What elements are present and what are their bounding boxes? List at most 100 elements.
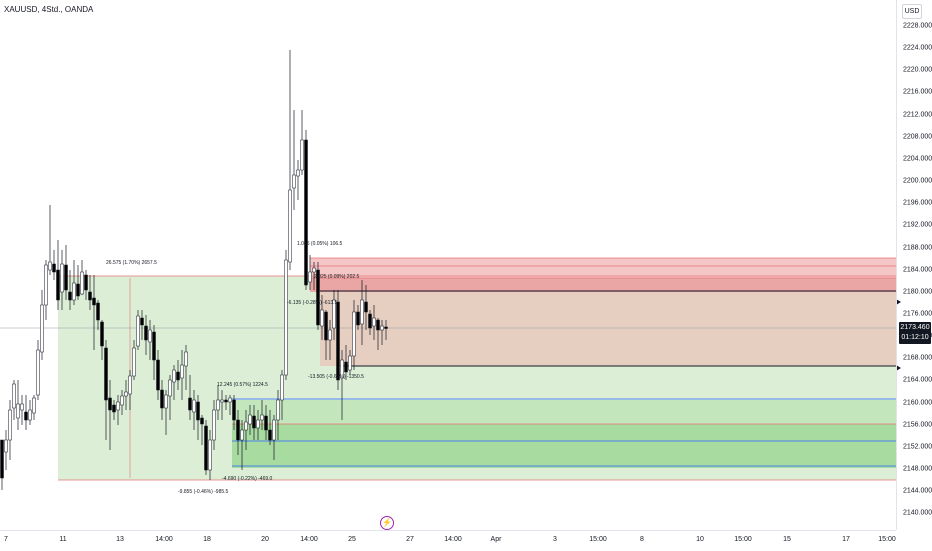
price-tick: 2164.000 (903, 376, 932, 384)
price-tick: 2160.000 (903, 399, 932, 407)
candle-body (136, 315, 140, 347)
candle-body (256, 419, 260, 429)
price-axis[interactable]: 2228.000 2224.000 2220.000 2216.000 2212.000… (896, 0, 932, 530)
symbol-title[interactable]: XAUUSD, 4Std., OANDA (4, 5, 94, 14)
candle-body (64, 264, 68, 291)
price-tick: 2140.000 (903, 509, 932, 517)
time-tick: 10 (696, 536, 704, 543)
candle-body (128, 375, 132, 395)
time-tick: 7 (4, 536, 8, 543)
candle-body (56, 269, 60, 301)
candle-body (272, 419, 276, 441)
candle-body (364, 301, 368, 313)
currency-selector[interactable]: USD (902, 4, 922, 19)
candle-body (384, 326, 388, 329)
candle-body (252, 415, 256, 429)
annotation-top-a: 1.065 (0.05%) 106.5 (297, 241, 343, 247)
candle-body (188, 397, 192, 411)
candle-body (344, 361, 348, 373)
candle-body (68, 291, 72, 301)
candle-body (320, 309, 324, 327)
current-price-label: 2173.460 (900, 324, 930, 331)
candle-body (12, 383, 16, 409)
candle-body (216, 399, 220, 411)
candle-body (232, 399, 236, 421)
candle-body (276, 399, 280, 421)
candle-body (368, 313, 372, 329)
candle-body (208, 439, 212, 471)
candle-body (308, 271, 312, 283)
candle-body (376, 319, 380, 331)
candle-body (0, 439, 4, 479)
red-zone-dark (310, 278, 896, 292)
candle-body (236, 419, 240, 441)
candle-body (180, 364, 184, 379)
price-tick: 2224.000 (903, 44, 932, 52)
candle-body (240, 429, 244, 441)
annotation-range-low1: -9.855 (-0.46%) -985.5 (178, 489, 229, 495)
candle-body (20, 403, 24, 411)
brown-zone (320, 292, 896, 366)
candle-body (352, 311, 356, 357)
price-tick: 2184.000 (903, 266, 932, 274)
time-axis[interactable]: 7 11 13 14:00 18 20 14:00 25 27 14:00 Apr 3 15:00 8 10… (0, 530, 896, 551)
candle-body (332, 299, 336, 329)
candle-body (304, 139, 308, 286)
candle-body (108, 397, 112, 411)
marker-up (896, 299, 901, 305)
time-tick: 3 (553, 536, 557, 543)
candle-body (244, 421, 248, 431)
time-tick: 11 (59, 536, 67, 543)
candle-body (132, 347, 136, 377)
candle-body (204, 425, 208, 471)
candle-body (160, 389, 164, 409)
tradingview-icon[interactable]: ⚡ (380, 516, 394, 530)
candle-body (92, 297, 96, 306)
time-tick: 20 (261, 536, 269, 543)
candle-body (16, 403, 20, 419)
time-tick: 15:00 (734, 536, 752, 543)
time-tick: 8 (640, 536, 644, 543)
price-tick: 2204.000 (903, 155, 932, 163)
green-zone-dark (232, 424, 896, 468)
time-tick: 15:00 (589, 536, 607, 543)
candle-body (248, 414, 252, 425)
time-tick: 15:00 (878, 536, 896, 543)
candle-body (124, 391, 128, 397)
price-tick: 2188.000 (903, 244, 932, 251)
annotation-mid-b: -13.505 (-0.62%) -1350.5 (308, 374, 364, 380)
price-tick: 2144.000 (903, 487, 932, 495)
candle-body (60, 263, 64, 293)
candle-body (360, 299, 364, 325)
candle-body (336, 301, 340, 381)
price-tick: 2208.000 (903, 133, 932, 141)
price-tick: 2180.000 (903, 288, 932, 296)
candle-body (312, 267, 316, 273)
candle-body (148, 329, 152, 343)
price-tick: 2196.000 (903, 199, 932, 207)
price-tick: 2200.000 (903, 177, 932, 185)
candle-body (196, 401, 200, 421)
candle-body (48, 261, 52, 271)
annotation-range-low2: -4.690 (-0.22%) -469.0 (222, 476, 273, 482)
time-tick: 17 (842, 536, 850, 543)
candle-body (172, 369, 176, 383)
candle-body (8, 409, 12, 441)
annotation-mid-a: -6.135 (-0.28%) -613.5 (287, 300, 338, 306)
candle-body (316, 269, 320, 326)
candle-body (184, 351, 188, 367)
time-tick: 25 (348, 536, 356, 543)
candle-body (112, 404, 116, 413)
price-tick: 2168.000 (903, 354, 932, 362)
candle-body (280, 374, 284, 401)
candle-body (220, 399, 224, 403)
candle-body (300, 139, 304, 171)
candle-body (380, 325, 384, 331)
candle-body (104, 347, 108, 401)
time-tick: 15 (783, 536, 791, 543)
candle-body (324, 311, 328, 341)
candle-body (200, 417, 204, 425)
candle-body (40, 304, 44, 353)
